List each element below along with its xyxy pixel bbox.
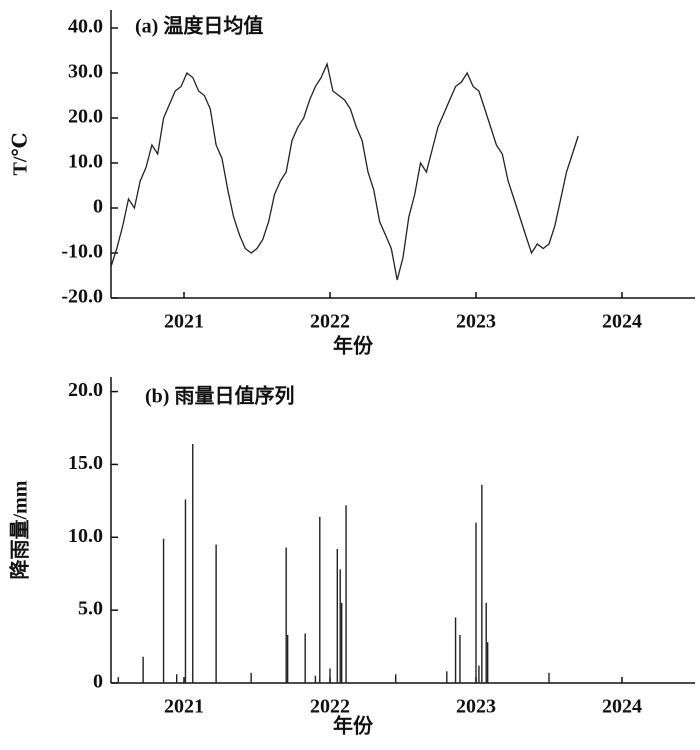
rain-bar	[395, 674, 397, 683]
x-tick-label: 2023	[456, 311, 496, 333]
x-tick-label: 2022	[310, 696, 350, 718]
y-tick-label: 5.0	[78, 598, 103, 620]
y-tick-label: 0	[93, 671, 103, 693]
rain-bar	[285, 547, 287, 683]
rain-bar	[250, 672, 252, 683]
rain-bar	[329, 668, 331, 683]
x-axis-label: 年份	[333, 334, 374, 358]
rain-bar	[336, 548, 338, 683]
y-tick-label: -20.0	[61, 286, 103, 308]
y-tick-label: 20.0	[68, 379, 103, 401]
chart-title: (a) 温度日均值	[135, 14, 263, 38]
rain-bar	[446, 671, 448, 683]
y-tick-label: 15.0	[68, 452, 103, 474]
rain-bar	[459, 634, 461, 683]
rain-bar	[486, 642, 489, 683]
x-axis-label: 年份	[333, 714, 374, 738]
y-tick-label: 10.0	[68, 525, 103, 547]
rain-bar	[192, 444, 194, 683]
temperature-line	[110, 61, 579, 281]
y-tick-label: -10.0	[61, 241, 103, 263]
rain-bar	[454, 617, 457, 683]
rain-bar	[286, 634, 289, 683]
y-tick-label: 0	[93, 196, 103, 218]
rain-bar	[340, 602, 343, 683]
rain-bar	[304, 633, 306, 683]
rain-bar	[162, 538, 165, 683]
rain-bar	[176, 674, 178, 683]
rain-bar	[475, 522, 477, 683]
y-axis-label: 降雨量/mm	[8, 480, 32, 579]
x-tick-label: 2021	[164, 696, 204, 718]
x-tick-label: 2024	[602, 311, 642, 333]
y-axis-label: T/℃	[10, 133, 32, 176]
y-tick-label: 20.0	[68, 106, 103, 128]
rain-bar	[345, 505, 347, 683]
rain-bar	[319, 516, 321, 683]
rain-bar	[142, 656, 144, 683]
y-tick-label: 30.0	[68, 61, 103, 83]
rain-bar	[215, 544, 217, 683]
y-tick-label: 40.0	[68, 16, 103, 38]
rain-bar	[117, 677, 119, 683]
rain-bar	[485, 602, 487, 683]
x-tick-label: 2022	[310, 311, 350, 333]
rain-bar	[339, 569, 341, 683]
x-tick-label: 2021	[164, 311, 204, 333]
chart-title: (b) 雨量日值序列	[145, 384, 294, 408]
rain-bar	[184, 499, 187, 683]
rain-bar	[481, 484, 483, 683]
rain-bar	[314, 675, 317, 683]
x-tick-label: 2023	[456, 696, 496, 718]
x-tick-label: 2024	[602, 696, 642, 718]
y-tick-label: 10.0	[68, 151, 103, 173]
rain-bar	[478, 665, 480, 683]
rain-bar	[548, 672, 550, 683]
